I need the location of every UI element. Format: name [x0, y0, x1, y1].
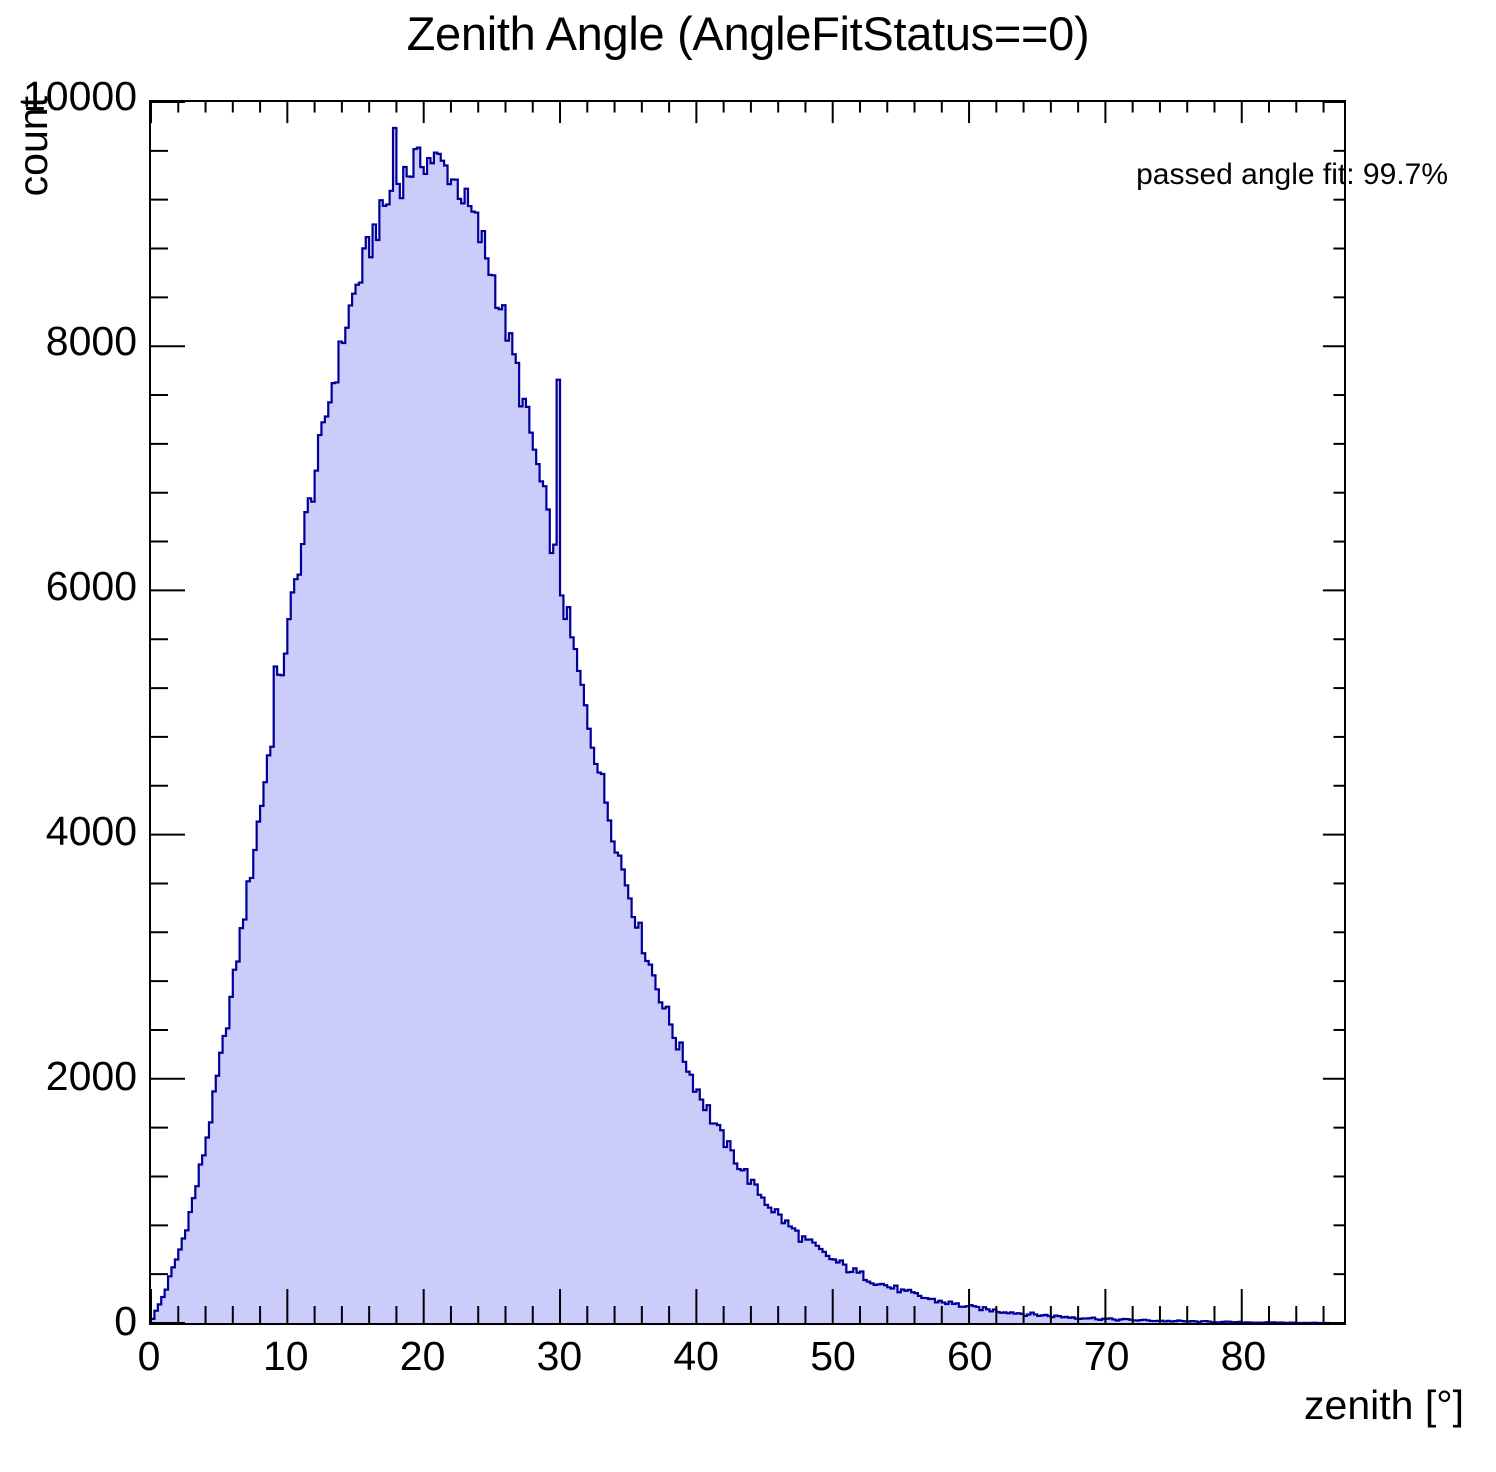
- x-tick-label: 30: [536, 1333, 583, 1379]
- x-tick-label: 0: [137, 1333, 161, 1379]
- x-tick-label: 10: [262, 1333, 309, 1379]
- x-tick-label: 60: [946, 1333, 993, 1379]
- x-tick-label: 70: [1083, 1333, 1130, 1379]
- axis-ticks-inner: [151, 102, 1344, 1323]
- y-tick-label: 6000: [45, 563, 137, 609]
- x-tick-label: 80: [1220, 1333, 1267, 1379]
- y-tick-label: 8000: [45, 318, 137, 364]
- histogram-outline: [151, 126, 1331, 1323]
- y-tick-label: 4000: [45, 808, 137, 854]
- histogram-series: [151, 102, 1344, 1323]
- x-tick-label: 20: [399, 1333, 446, 1379]
- page-title: Zenith Angle (AngleFitStatus==0): [406, 7, 1090, 60]
- y-tick-label: 10000: [22, 73, 137, 119]
- x-tick-label: 50: [810, 1333, 856, 1379]
- histogram-fill: [151, 128, 1331, 1323]
- passed-fit-annotation: passed angle fit: 99.7%: [1136, 158, 1448, 191]
- x-tick-label: 40: [673, 1333, 719, 1379]
- y-tick-label: 2000: [45, 1053, 137, 1099]
- y-tick-label: 0: [114, 1298, 137, 1344]
- plot-frame: [149, 100, 1346, 1325]
- x-axis-title: zenith [°]: [1304, 1382, 1464, 1428]
